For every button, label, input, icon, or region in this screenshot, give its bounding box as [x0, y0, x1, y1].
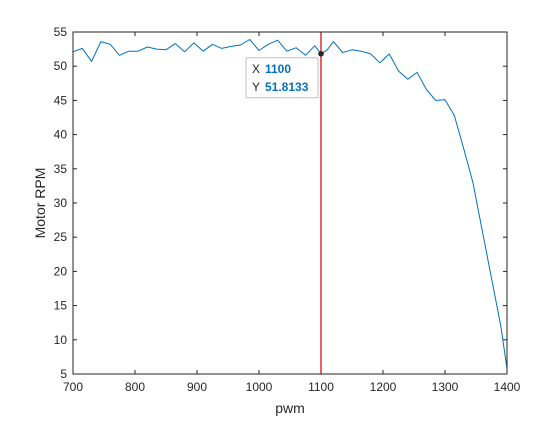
datatip-x-key: X: [252, 62, 260, 76]
datatip-box: [245, 57, 319, 99]
ticks-layer: 700 800 900 1000 1100 1200 1300 1400 5 10 15 20 25 30…: [54, 25, 521, 394]
datatip-x-value: 1100: [265, 62, 291, 76]
x-tick-label: 800: [125, 380, 145, 394]
x-tick-label: 700: [63, 380, 83, 394]
x-tick-label: 900: [187, 380, 207, 394]
y-tick-label: 30: [54, 196, 68, 210]
axes-box: [72, 31, 508, 375]
y-tick-label: 55: [54, 25, 68, 39]
datatip-y-value: 51.8133: [265, 80, 309, 94]
y-tick-label: 40: [54, 128, 68, 142]
x-tick-label: 1200: [370, 380, 397, 394]
y-tick-label: 5: [60, 367, 67, 381]
y-tick-label: 45: [54, 93, 68, 107]
y-tick-label: 20: [54, 264, 68, 278]
series-layer: [72, 39, 508, 369]
datatip-y-key: Y: [252, 80, 260, 94]
datatip[interactable]: X 1100 Y 51.8133: [245, 50, 324, 99]
y-tick-label: 25: [54, 230, 68, 244]
y-tick-label: 50: [54, 59, 68, 73]
x-tick-label: 1100: [308, 380, 334, 394]
y-axis-label: Motor RPM: [32, 168, 48, 239]
y-tick-label: 10: [54, 333, 68, 347]
series-line: [72, 39, 508, 369]
datatip-marker: [318, 50, 324, 57]
x-tick-label: 1400: [494, 380, 521, 394]
x-axis-label: pwm: [275, 400, 305, 416]
x-tick-label: 1000: [246, 380, 273, 394]
x-tick-label: 1300: [432, 380, 459, 394]
y-tick-label: 35: [54, 162, 68, 176]
y-tick-label: 15: [54, 299, 68, 313]
